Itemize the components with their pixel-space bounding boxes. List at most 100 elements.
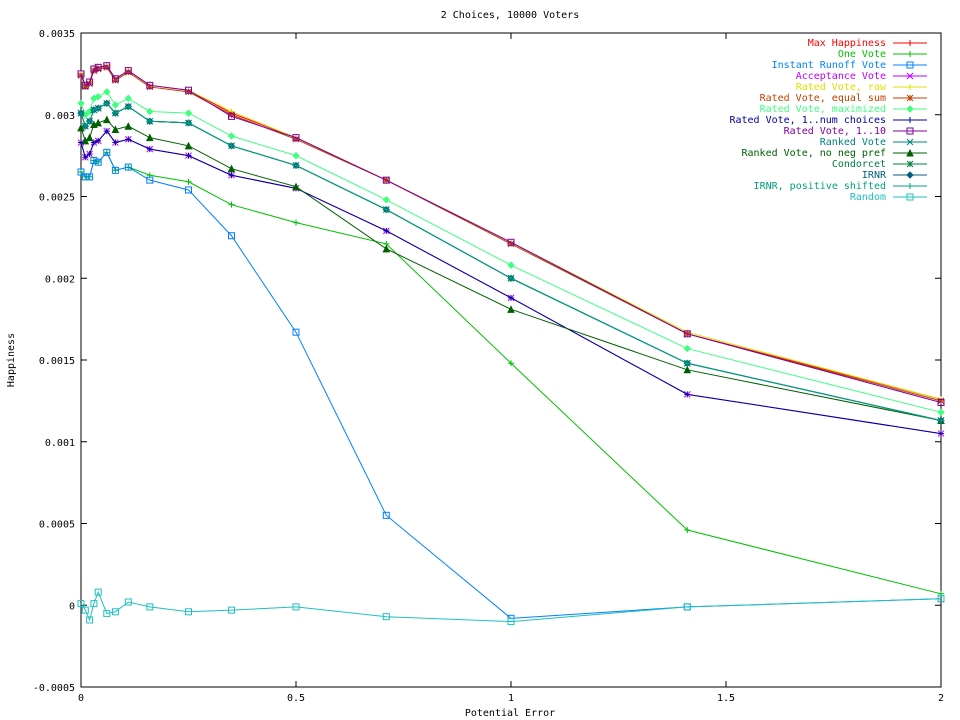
data-point	[124, 598, 132, 606]
data-point	[907, 84, 913, 90]
series-6	[77, 88, 945, 417]
data-point	[185, 186, 192, 194]
legend-label: Condorcet	[832, 159, 886, 170]
data-point	[906, 171, 914, 179]
data-point	[507, 240, 515, 248]
data-point	[86, 80, 93, 88]
y-tick-label: 0.0035	[39, 29, 75, 40]
data-point	[124, 68, 132, 76]
data-point	[85, 133, 94, 142]
data-point	[94, 158, 102, 166]
data-point	[111, 101, 120, 109]
data-point	[684, 360, 691, 367]
data-point	[938, 430, 944, 437]
x-axis: 0 0.5 1 1.5 2	[78, 33, 944, 704]
data-point	[94, 93, 102, 101]
series-line	[80, 119, 942, 421]
data-point	[94, 588, 102, 596]
chart-title: 2 Choices, 10000 Voters	[441, 10, 579, 21]
data-point	[81, 606, 89, 614]
data-point	[111, 166, 119, 174]
data-point	[77, 70, 85, 78]
data-point	[683, 603, 691, 611]
data-point	[82, 123, 89, 130]
data-point	[383, 206, 390, 213]
data-point	[906, 127, 914, 135]
y-tick-label: 0.001	[45, 438, 75, 449]
data-point	[292, 135, 300, 143]
series-line	[80, 151, 942, 595]
series-3	[77, 127, 945, 437]
legend-label: Random	[850, 192, 886, 203]
data-point	[146, 81, 154, 89]
data-point	[95, 105, 102, 112]
data-point	[906, 61, 914, 69]
legend-label: Rated Vote, maximized	[760, 104, 886, 115]
data-point	[112, 77, 119, 84]
series-line	[80, 130, 942, 435]
data-point	[937, 408, 945, 417]
data-point	[906, 105, 914, 113]
data-point	[145, 133, 154, 142]
data-point	[684, 527, 691, 534]
data-point	[228, 112, 235, 120]
data-point	[103, 100, 110, 107]
data-point	[907, 183, 913, 189]
data-point	[146, 107, 154, 116]
plot-area	[77, 62, 945, 626]
legend-label: Rated Vote, 1..num choices	[729, 115, 886, 126]
x-tick-label: 1.5	[717, 693, 735, 704]
data-point	[124, 94, 133, 103]
data-point	[184, 109, 193, 117]
data-point	[228, 172, 235, 179]
data-point	[292, 603, 300, 611]
data-point	[684, 391, 691, 398]
y-tick-label: 0.0005	[39, 520, 75, 531]
series-13	[78, 100, 944, 424]
data-point	[227, 132, 236, 140]
series-10	[77, 115, 945, 424]
data-point	[292, 151, 300, 160]
data-point	[86, 173, 94, 181]
data-point	[86, 118, 93, 125]
data-point	[507, 261, 515, 269]
data-point	[111, 75, 119, 83]
data-point	[907, 40, 913, 46]
data-point	[382, 511, 390, 519]
data-point	[228, 142, 235, 149]
data-point	[77, 168, 85, 176]
data-point	[90, 139, 97, 146]
series-line	[80, 91, 942, 413]
data-point	[77, 99, 85, 108]
data-point	[293, 162, 299, 169]
x-tick-label: 0	[78, 693, 84, 704]
data-point	[508, 275, 514, 282]
data-point	[185, 608, 192, 616]
data-point	[146, 83, 154, 91]
data-point	[382, 196, 391, 204]
legend-label: Rated Vote, 1..10	[784, 126, 886, 137]
data-point	[292, 328, 300, 336]
data-point	[185, 86, 192, 94]
data-point	[185, 119, 192, 126]
data-point	[292, 182, 300, 191]
data-point	[683, 330, 691, 338]
legend-label: Ranked Vote, no neg pref	[742, 148, 887, 159]
data-point	[906, 160, 914, 168]
data-point	[937, 595, 945, 603]
data-point	[228, 606, 235, 614]
data-point	[103, 609, 111, 617]
data-point	[103, 148, 111, 156]
data-point	[382, 613, 390, 621]
series-14	[77, 588, 945, 626]
data-point	[185, 88, 192, 96]
data-point	[382, 176, 390, 184]
data-point	[507, 618, 515, 626]
data-point	[907, 51, 913, 57]
data-point	[125, 136, 132, 143]
data-point	[78, 110, 84, 117]
data-point	[507, 238, 515, 246]
data-point	[90, 65, 98, 73]
legend-label: IRNR	[862, 170, 887, 181]
